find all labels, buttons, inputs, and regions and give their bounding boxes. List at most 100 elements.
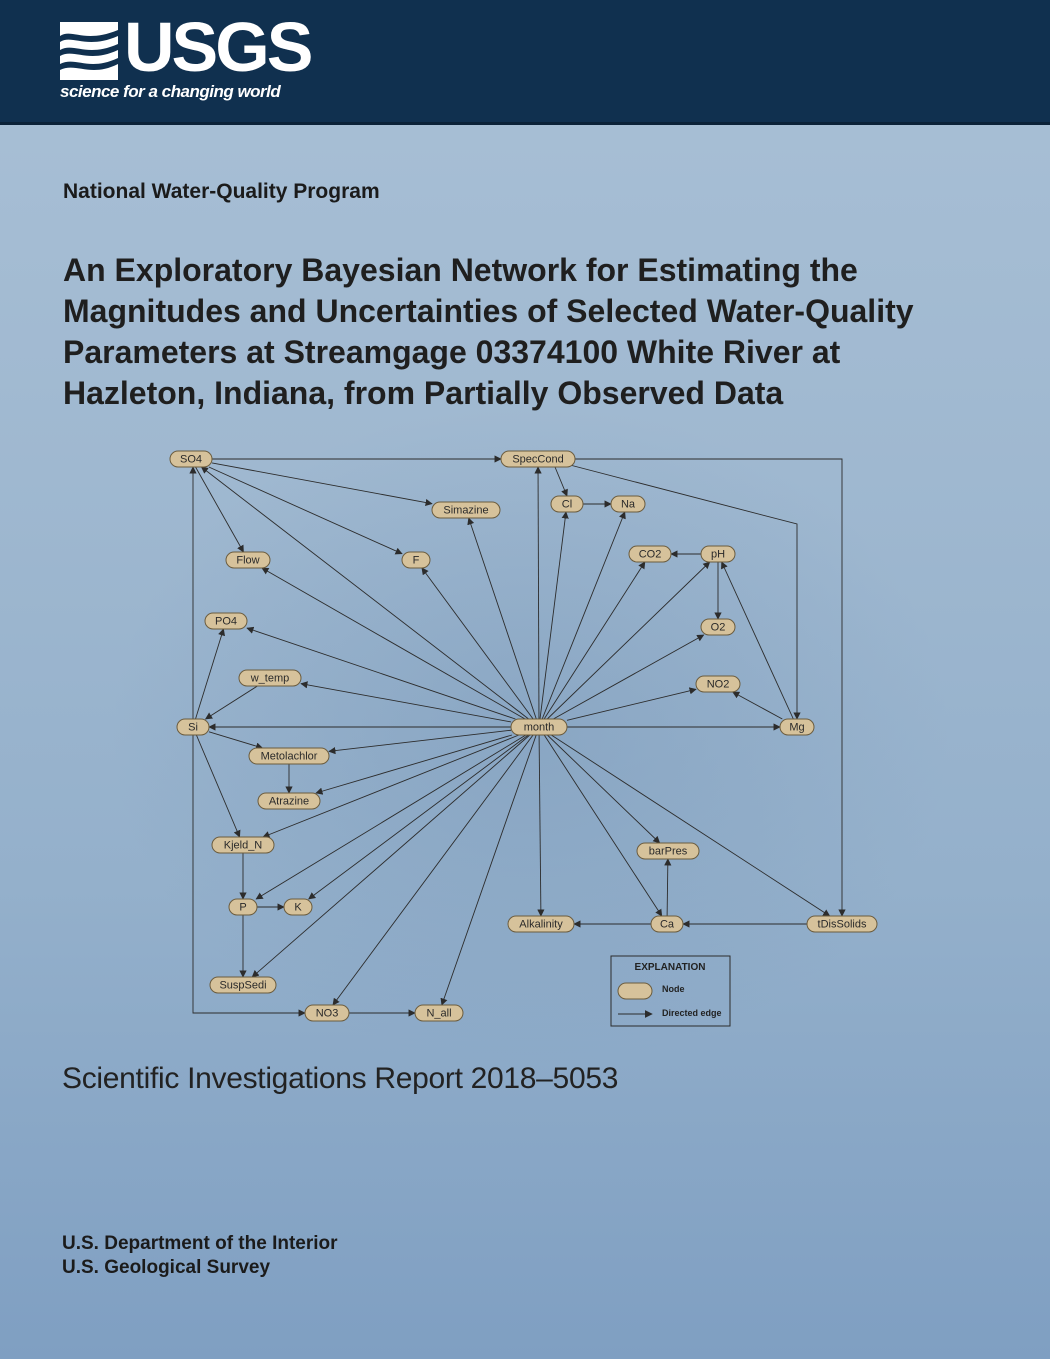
- agency-block: U.S. Department of the Interior U.S. Geo…: [62, 1232, 338, 1280]
- node-metolachlor: Metolachlor: [248, 747, 330, 765]
- node-co2: CO2: [628, 545, 672, 563]
- node-no2: NO2: [695, 675, 741, 693]
- edge-so4-to-f: [208, 466, 403, 555]
- report-title: An Exploratory Bayesian Network for Esti…: [63, 252, 914, 411]
- node-barpres: barPres: [636, 842, 700, 860]
- node-label: Na: [621, 499, 636, 511]
- edge-mg-to-no2: [732, 691, 783, 720]
- node-label: PO4: [215, 616, 237, 628]
- node-label: Mg: [789, 722, 804, 734]
- edge-month-to-atrazine: [315, 734, 513, 795]
- edge-si-to-po4: [195, 628, 226, 720]
- node-label: tDisSolids: [818, 919, 867, 931]
- edge-month-to-kjeld_n: [262, 734, 520, 838]
- edge-month-to-ph: [546, 561, 711, 720]
- node-label: K: [294, 902, 302, 914]
- explanation-edge-label: Directed edge: [662, 1008, 722, 1018]
- node-simazine: Simazine: [431, 501, 501, 519]
- edge-month-to-no3: [332, 734, 534, 1006]
- explanation-node-label: Node: [662, 984, 685, 994]
- node-cl: Cl: [550, 495, 584, 513]
- node-label: Cl: [562, 499, 572, 511]
- node-label: Atrazine: [269, 796, 309, 808]
- node-alkalinity: Alkalinity: [507, 915, 575, 933]
- node-no3: NO3: [304, 1004, 350, 1022]
- edge-mg-to-ph: [721, 561, 794, 720]
- node-k: K: [283, 898, 313, 916]
- node-w_temp: w_temp: [238, 669, 302, 687]
- edge-month-to-o2: [553, 634, 705, 720]
- node-f: F: [401, 551, 431, 569]
- edge-month-to-barpres: [547, 734, 661, 844]
- node-ph: pH: [700, 545, 736, 563]
- edge-w_temp-to-si: [204, 685, 258, 720]
- node-label: N_all: [426, 1008, 451, 1020]
- edge-month-to-co2: [543, 561, 646, 720]
- logo-tagline: science for a changing world: [60, 82, 281, 101]
- node-label: w_temp: [250, 673, 290, 685]
- node-label: NO2: [707, 679, 730, 691]
- node-label: Alkalinity: [519, 919, 563, 931]
- node-so4: SO4: [169, 450, 213, 468]
- logo-wordmark: USGS: [124, 8, 313, 86]
- edge-ca-to-barpres: [664, 858, 672, 917]
- usgs-logo: USGS science for a changing world: [60, 12, 313, 108]
- node-ca: Ca: [650, 915, 684, 933]
- edge-month-to-n_all: [440, 734, 537, 1006]
- edge-month-to-k: [308, 734, 529, 900]
- edge-month-to-so4: [200, 466, 529, 720]
- edge-si-to-metolachlor: [208, 731, 264, 750]
- explanation-title: EXPLANATION: [635, 962, 706, 973]
- report-number: Scientific Investigations Report 2018–50…: [62, 1062, 619, 1095]
- node-label: SO4: [180, 454, 202, 466]
- node-n_all: N_all: [414, 1004, 464, 1022]
- edge-month-to-speccond: [534, 466, 542, 720]
- node-label: P: [239, 902, 246, 914]
- edge-si-to-kjeld_n: [195, 734, 241, 838]
- node-label: month: [524, 722, 555, 734]
- edge-month-to-f: [421, 567, 534, 720]
- department-name: U.S. Department of the Interior: [62, 1233, 338, 1254]
- node-na: Na: [610, 495, 646, 513]
- edge-speccond-to-mg: [569, 464, 801, 720]
- edge-month-to-suspsedi: [251, 734, 531, 978]
- node-label: Flow: [236, 555, 259, 567]
- node-tdissolids: tDisSolids: [806, 915, 878, 933]
- node-label: O2: [711, 622, 726, 634]
- edge-month-to-simazine: [467, 517, 537, 720]
- edge-si-to-no3: [192, 735, 306, 1017]
- node-si: Si: [176, 718, 210, 736]
- edge-month-to-w_temp: [300, 681, 512, 723]
- node-mg: Mg: [779, 718, 815, 736]
- edge-month-to-ca: [543, 734, 663, 917]
- node-label: Simazine: [443, 505, 488, 517]
- node-label: NO3: [316, 1008, 339, 1020]
- node-label: barPres: [649, 846, 688, 858]
- node-p: P: [228, 898, 258, 916]
- node-month: month: [510, 718, 568, 736]
- node-label: Si: [188, 722, 198, 734]
- node-label: Kjeld_N: [224, 840, 263, 852]
- edge-month-to-alkalinity: [537, 734, 545, 917]
- edge-month-to-po4: [246, 626, 516, 720]
- edge-month-to-cl: [539, 511, 569, 720]
- node-label: F: [413, 555, 420, 567]
- node-flow: Flow: [225, 551, 271, 569]
- node-o2: O2: [700, 618, 736, 636]
- node-label: SuspSedi: [219, 980, 266, 992]
- node-label: Metolachlor: [261, 751, 318, 763]
- edge-month-to-no2: [566, 687, 697, 721]
- edge-month-to-tdissolids: [551, 734, 831, 917]
- node-suspsedi: SuspSedi: [209, 976, 277, 994]
- node-label: SpecCond: [512, 454, 563, 466]
- program-name: National Water-Quality Program: [63, 180, 380, 203]
- edge-so4-to-simazine: [211, 462, 433, 507]
- edge-speccond-to-tdissolids: [575, 458, 846, 917]
- edge-month-to-p: [255, 734, 527, 900]
- edge-month-to-flow: [261, 567, 526, 720]
- node-atrazine: Atrazine: [257, 792, 321, 810]
- node-label: pH: [711, 549, 725, 561]
- header-bar: USGS science for a changing world: [0, 0, 1050, 125]
- edge-month-to-metolachlor: [328, 729, 512, 755]
- edge-speccond-to-cl: [554, 466, 568, 497]
